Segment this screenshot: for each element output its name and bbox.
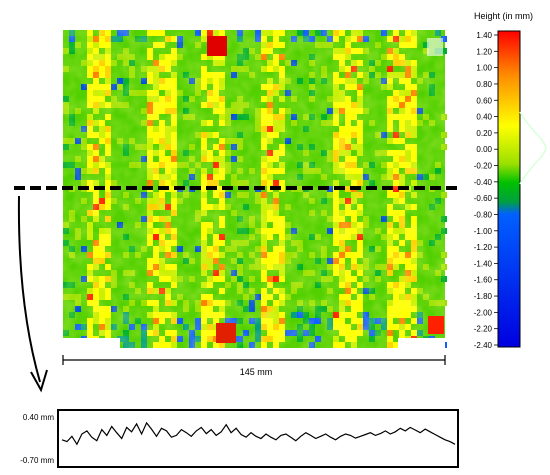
marker-top [207, 36, 227, 56]
marker-bottom-right [428, 316, 444, 334]
colorbar-tick-label: -0.60 [474, 194, 493, 203]
colorbar-histogram [519, 111, 547, 185]
colorbar-tick-label: -2.40 [474, 341, 493, 350]
bottom-notch-right [398, 338, 445, 350]
colorbar-tick-label: -0.80 [474, 210, 493, 219]
colorbar-tick-label: 0.80 [476, 80, 492, 89]
colorbar-tick-label: -0.40 [474, 178, 493, 187]
colorbar-tick-label: -1.80 [474, 292, 493, 301]
marker-bottom [216, 323, 236, 343]
colorbar-tick-label: -0.20 [474, 162, 493, 171]
profile-chart: 0.40 mm -0.70 mm [20, 409, 459, 468]
colorbar-tick-label: -1.40 [474, 259, 493, 268]
marker-top-right [427, 38, 443, 56]
colorbar-tick-label: -1.00 [474, 227, 493, 236]
colorbar-tick-label: 0.20 [476, 129, 492, 138]
colorbar-tick-label: 0.40 [476, 113, 492, 122]
colorbar-tick-label: -1.60 [474, 276, 493, 285]
colorbar-tick-label: 1.00 [476, 64, 492, 73]
colorbar-tick-label: 0.00 [476, 145, 492, 154]
profile-series-line [61, 421, 456, 446]
colorbar: Height (in mm) 1.40 1.20 1.00 0.80 0.60 0.40 0… [474, 11, 547, 350]
colorbar-gradient [497, 30, 521, 348]
scale-bar: 145 mm [62, 355, 446, 377]
profile-arrow [17, 195, 41, 383]
profile-ytick-top: 0.40 mm [23, 413, 54, 422]
colorbar-title: Height (in mm) [474, 11, 533, 21]
profile-frame [57, 409, 459, 468]
profile-arrow-head [30, 369, 48, 393]
colorbar-tick-label: -2.20 [474, 325, 493, 334]
bottom-notch-left [63, 338, 120, 350]
colorbar-tick-label: -1.20 [474, 243, 493, 252]
profile-ytick-bottom: -0.70 mm [20, 456, 54, 465]
colorbar-tick-label: 1.40 [476, 31, 492, 40]
colorbar-tick-label: 1.20 [476, 47, 492, 56]
colorbar-ticks: 1.40 1.20 1.00 0.80 0.60 0.40 0.20 0.00 -0.20 -0.… [474, 31, 498, 350]
scale-bar-label: 145 mm [240, 367, 273, 377]
colorbar-tick-label: 0.60 [476, 96, 492, 105]
colorbar-tick-label: -2.00 [474, 308, 493, 317]
